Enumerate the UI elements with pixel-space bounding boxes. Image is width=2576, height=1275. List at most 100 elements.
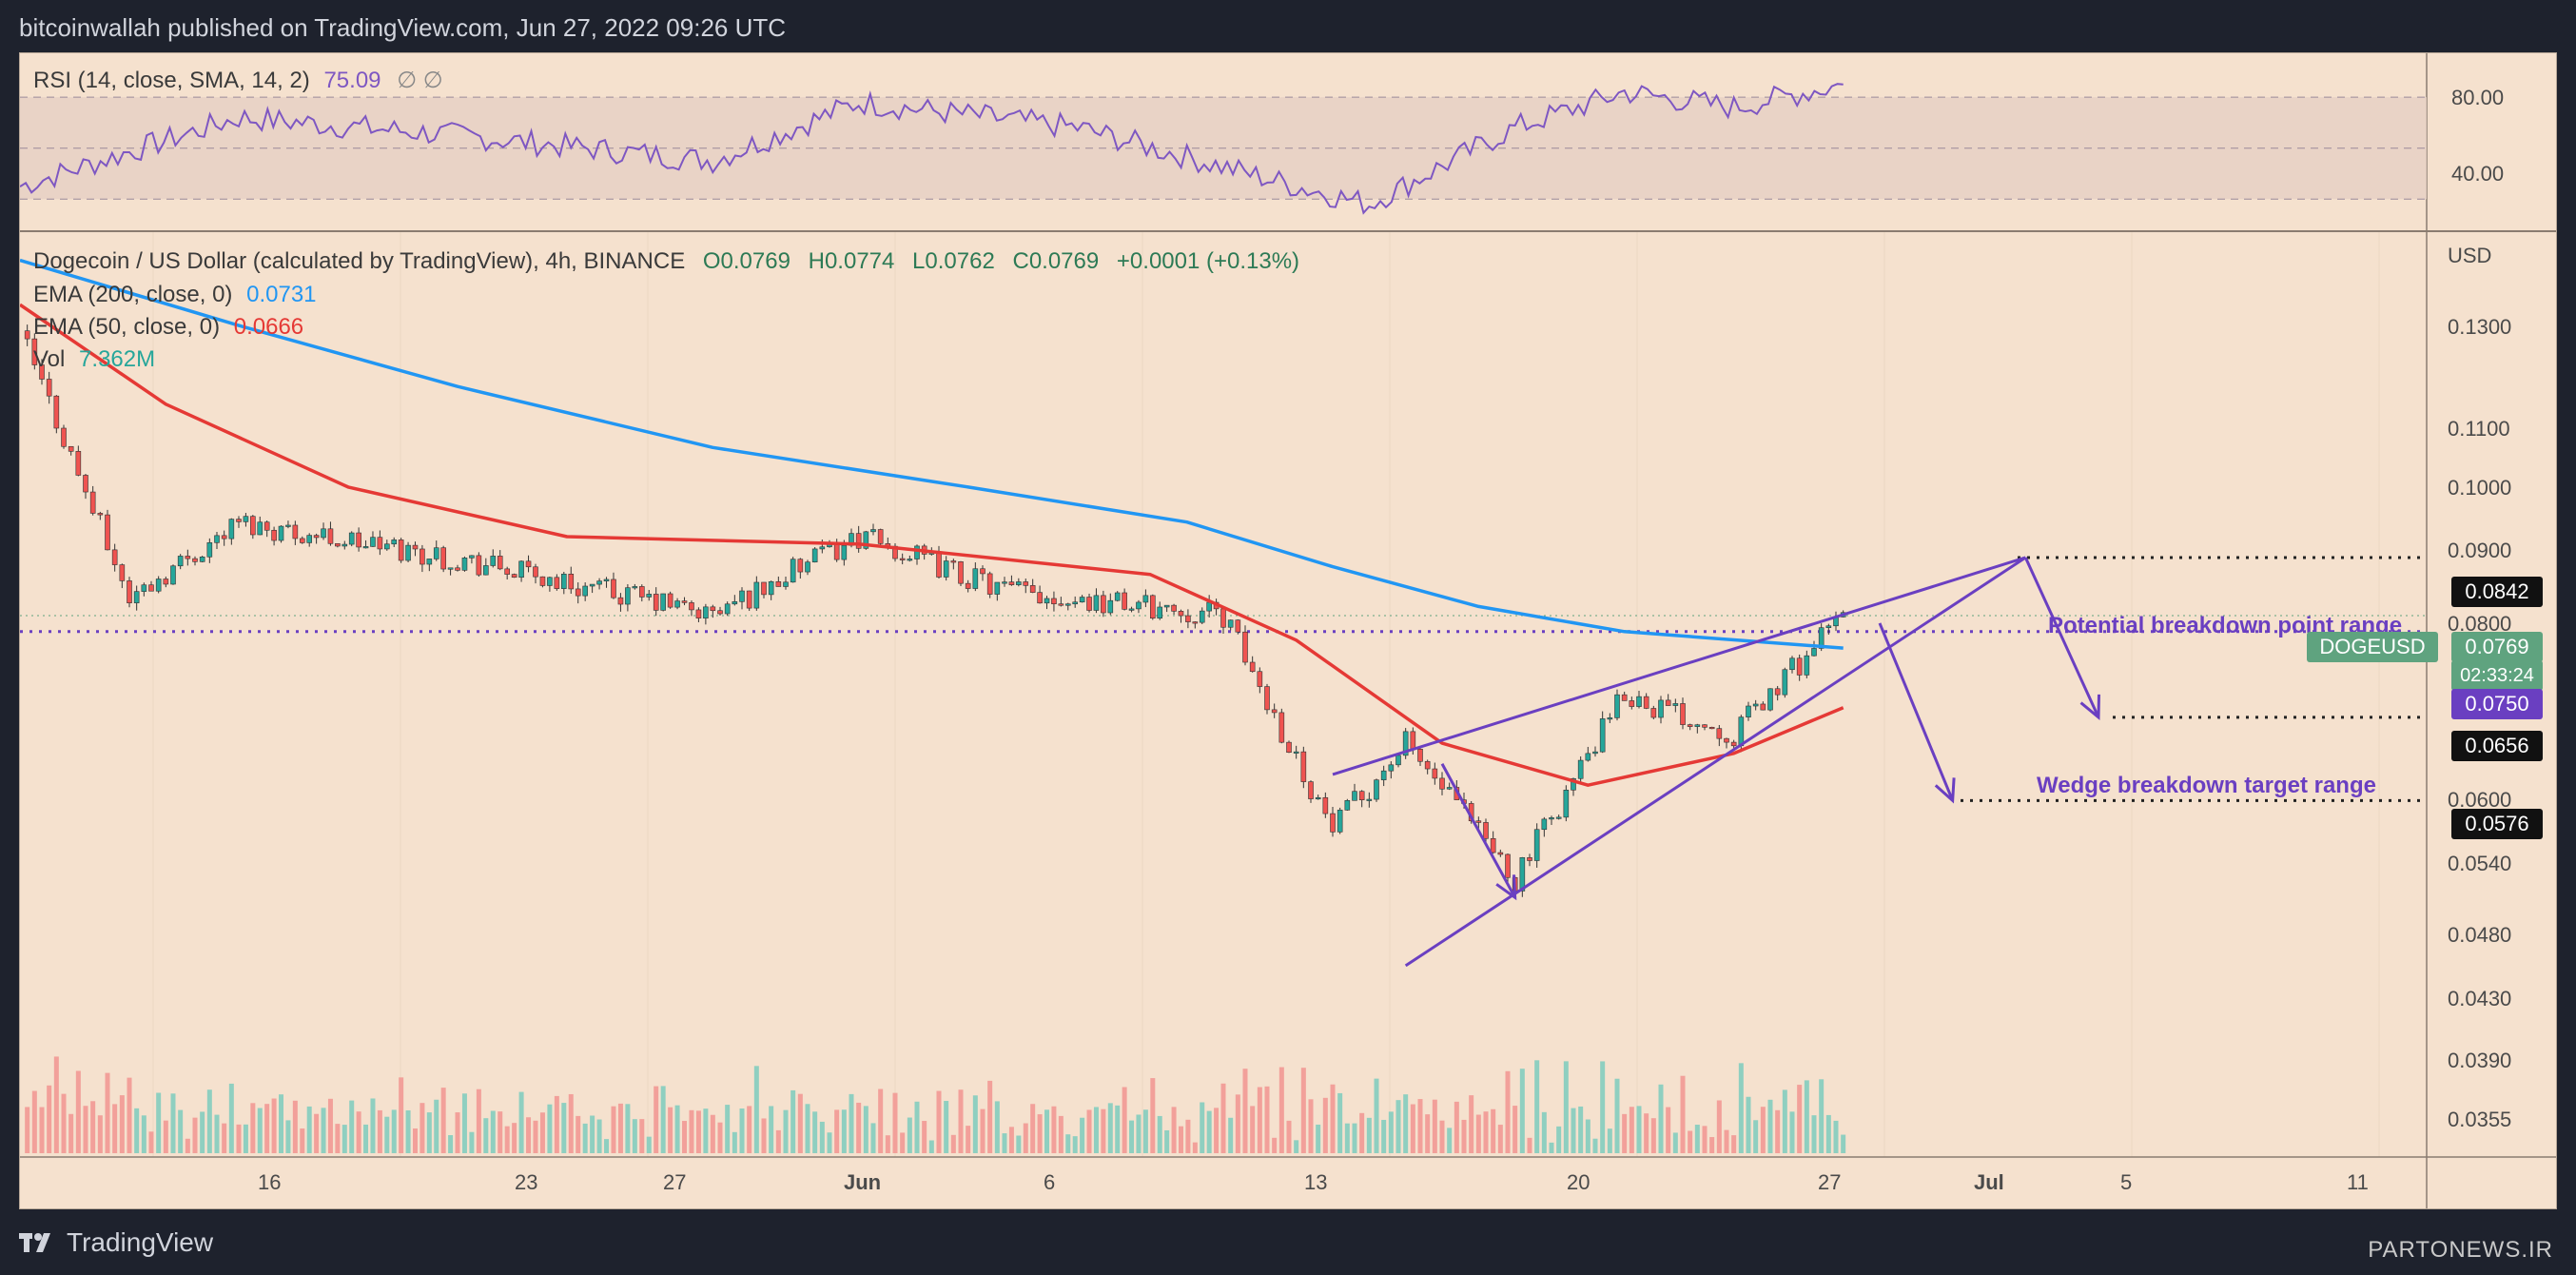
candle-body: [710, 606, 716, 612]
volume-bar: [870, 1123, 876, 1153]
breakdown-arrow-upper-head: [2079, 694, 2101, 721]
volume-bar: [632, 1119, 637, 1153]
volume-bar: [1171, 1107, 1177, 1153]
volume-bar: [987, 1080, 993, 1153]
ema200-line: [20, 258, 1844, 650]
vol-legend: Vol 7.362M: [33, 346, 155, 373]
candle-body: [1446, 787, 1453, 790]
ema50-value: 0.0666: [233, 314, 304, 340]
volume-bar: [83, 1106, 88, 1153]
volume-bar: [75, 1070, 81, 1153]
volume-bar: [264, 1104, 270, 1153]
volume-bar: [1614, 1078, 1620, 1153]
candle-body: [1708, 726, 1715, 730]
time-tick: Jun: [844, 1170, 882, 1194]
candle-body: [447, 567, 454, 570]
candle-body: [994, 581, 1001, 595]
candle-body: [1086, 597, 1092, 611]
candle-body: [539, 576, 546, 586]
volume-bar: [1352, 1123, 1357, 1153]
candle-body: [1724, 737, 1729, 743]
candle-body: [797, 559, 804, 573]
volume-bar: [805, 1104, 810, 1153]
volume-bar: [148, 1131, 154, 1153]
volume-bar: [1129, 1120, 1135, 1153]
volume-bar: [1746, 1096, 1751, 1153]
volume-bar: [797, 1093, 803, 1153]
candle-body: [391, 539, 398, 545]
candle-body: [724, 603, 731, 615]
candle-body: [370, 537, 376, 547]
volume-bar: [1811, 1115, 1817, 1153]
volume-bar: [1819, 1079, 1825, 1153]
candle-body: [1002, 581, 1007, 584]
candle-body: [746, 590, 752, 609]
candle-body: [1029, 585, 1036, 593]
chart-canvas[interactable]: [20, 53, 2556, 1208]
candle-body: [1380, 770, 1387, 780]
volume-bar: [841, 1109, 847, 1153]
chart-frame[interactable]: RSI (14, close, SMA, 14, 2) 75.09 ∅ ∅ Do…: [19, 52, 2557, 1209]
candle-body: [342, 543, 348, 547]
currency-label: USD: [2448, 244, 2492, 267]
candle-body: [980, 568, 986, 575]
volume-bar: [1235, 1094, 1240, 1153]
candle-body: [111, 549, 118, 565]
ema200-label: EMA (200, close, 0): [33, 282, 233, 307]
candle-body: [497, 556, 503, 570]
volume-bar: [391, 1109, 397, 1153]
breakdown-arrow-lower-head: [1934, 777, 1956, 804]
volume-bar: [1220, 1083, 1226, 1153]
time-tick: 27: [1818, 1170, 1842, 1194]
candle-body: [1577, 759, 1584, 779]
volume-bar: [849, 1093, 854, 1153]
volume-bar: [476, 1089, 481, 1153]
footer-brand[interactable]: TradingView: [19, 1227, 213, 1258]
volume-bar: [112, 1104, 118, 1153]
volume-bar: [1797, 1085, 1803, 1153]
price-tick: 0.1000: [2448, 476, 2512, 500]
volume-bar: [300, 1128, 305, 1153]
candle-body: [1337, 810, 1343, 833]
rsi-value: 75.09: [323, 68, 381, 93]
candle-body: [761, 581, 767, 596]
candle-body: [1114, 592, 1121, 601]
rsi-line: [20, 83, 1844, 215]
volume-bar: [1519, 1069, 1525, 1153]
volume-bar: [192, 1117, 198, 1153]
candle-body: [1286, 741, 1292, 754]
volume-bar: [127, 1077, 132, 1153]
volume-bar: [885, 1135, 890, 1153]
volume-bar: [689, 1109, 694, 1153]
price-tick: 0.0390: [2448, 1049, 2512, 1072]
time-tick: Jul: [1974, 1170, 2004, 1194]
candle-body: [31, 338, 38, 365]
candle-body: [1171, 604, 1177, 612]
volume-bar: [306, 1106, 312, 1153]
candle-body: [490, 556, 497, 566]
candle-body: [1519, 857, 1526, 892]
volume-bar: [1775, 1109, 1781, 1153]
volume-bar: [1497, 1125, 1503, 1153]
volume-bar: [1475, 1114, 1481, 1153]
volume-bar: [399, 1077, 404, 1153]
candle-body: [589, 583, 595, 587]
candle-body: [1585, 753, 1591, 761]
volume-bar: [966, 1126, 971, 1153]
volume-bar: [914, 1101, 920, 1153]
candle-body: [384, 543, 390, 550]
candle-body: [965, 582, 971, 589]
candle-body: [1650, 708, 1657, 718]
time-tick: 27: [663, 1170, 687, 1194]
symbol-tag: DOGEUSD: [2307, 632, 2438, 662]
ohlc-values: O0.0769 H0.0774 L0.0762 C0.0769 +0.0001 …: [692, 248, 1299, 274]
candle-body: [899, 558, 906, 560]
volume-bar: [342, 1125, 347, 1153]
volume-bar: [1716, 1100, 1722, 1153]
candle-body: [271, 529, 277, 541]
wedge-arrow-left: [1440, 763, 1516, 899]
candle-body: [1687, 724, 1693, 727]
candle-body: [1811, 648, 1817, 657]
candle-body: [1199, 610, 1205, 623]
volume-bar: [790, 1089, 796, 1153]
